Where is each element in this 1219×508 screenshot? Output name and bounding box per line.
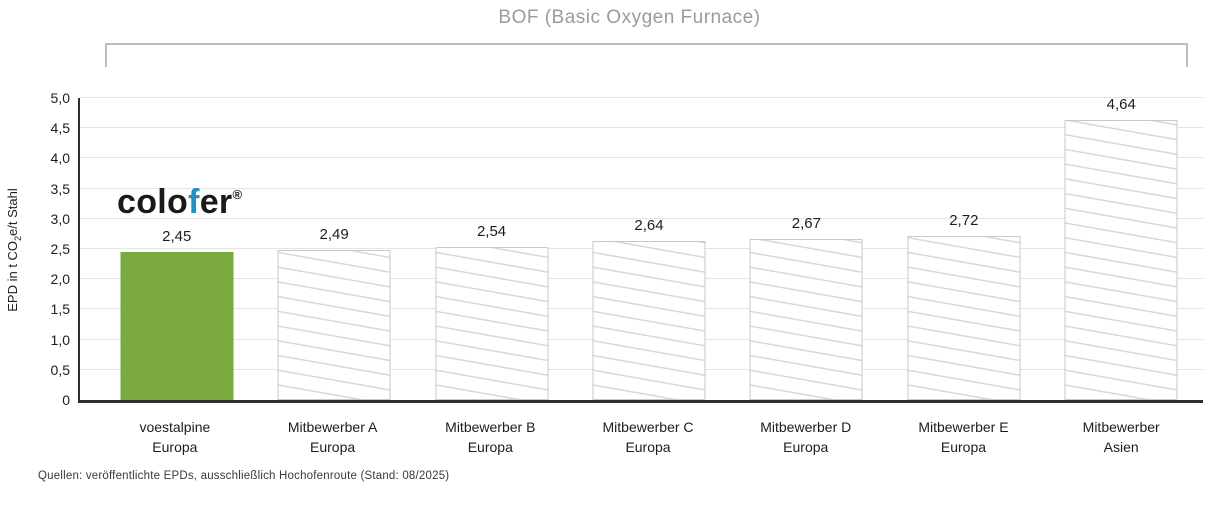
y-tick-label: 4,5 (50, 120, 70, 137)
y-tick-label: 3,0 (50, 210, 70, 227)
bar-value-label: 2,64 (634, 216, 664, 234)
y-axis-ticks: 0 0,5 1,0 1,5 2,0 2,5 3,0 3,5 4,0 4,5 5,0 (0, 90, 70, 408)
chart-title: BOF (Basic Oxygen Furnace) (498, 7, 761, 28)
bar-value-label: 2,72 (949, 211, 979, 229)
bar-0 (120, 252, 234, 400)
x-category-label-line: Mitbewerber (1082, 419, 1160, 435)
bar-slot: 2,64 (570, 98, 727, 400)
bar-4 (749, 238, 863, 400)
gridline (80, 97, 1203, 98)
logo-accent-letter: f (188, 183, 200, 221)
y-tick-label: 2,0 (50, 271, 70, 288)
logo-text: colo (117, 183, 189, 221)
x-category-label-line: Asien (1103, 439, 1139, 455)
bars-row: 2,45 2,49 2,54 2,64 2,67 2,72 4,64 (98, 96, 1200, 400)
x-category-label: Mitbewerber D Europa (727, 417, 885, 457)
registered-mark-icon: ® (232, 187, 243, 202)
x-category-label-line: Europa (625, 439, 671, 455)
bar-value-label: 2,54 (476, 222, 507, 240)
x-category-label-line: Mitbewerber A (287, 419, 378, 435)
bar-slot: 2,72 (885, 98, 1042, 400)
y-tick-label: 1,5 (50, 301, 70, 318)
x-labels-row: voestalpine Europa Mitbewerber A Europa Mitb… (96, 417, 1200, 457)
bar-3 (592, 240, 706, 400)
bar-slot: 4,64 (1043, 96, 1200, 400)
bar-value-label: 2,67 (791, 214, 821, 232)
bar-5 (907, 235, 1021, 400)
x-category-label-line: Europa (152, 439, 198, 455)
y-tick-label: 0 (62, 392, 70, 408)
y-tick-label: 0,5 (50, 361, 70, 378)
gridline (80, 157, 1203, 159)
bar-slot: 2,49 (255, 98, 412, 400)
gridline (80, 187, 1203, 189)
logo-text-2: er (199, 183, 233, 221)
bar-slot: 2,67 (728, 98, 885, 400)
bar-1 (277, 249, 391, 400)
gridline (80, 217, 1203, 219)
x-category-label-line: Europa (783, 439, 829, 455)
y-tick-label: 2,5 (50, 241, 70, 257)
bar-slot: 2,54 (413, 98, 570, 400)
bar-value-label: 4,64 (1106, 95, 1136, 113)
bar-value-label: 2,45 (162, 228, 192, 246)
x-category-label-line: Europa (940, 439, 987, 455)
x-category-label: Mitbewerber E Europa (885, 417, 1043, 457)
bar-2 (435, 246, 549, 400)
x-category-label-line: voestalpine (139, 419, 211, 435)
y-tick-label: 3,5 (50, 180, 70, 197)
bar-value-label: 2,49 (319, 225, 349, 243)
bar-6 (1064, 119, 1178, 400)
y-tick-label: 1,0 (50, 331, 70, 348)
x-category-label: Mitbewerber Asien (1042, 417, 1200, 457)
x-category-label-line: Mitbewerber C (602, 419, 694, 435)
x-category-label: Mitbewerber B Europa (411, 417, 569, 457)
plot-area: 2,45 2,49 2,54 2,64 2,67 2,72 4,64 (78, 96, 1203, 403)
y-tick-label: 5,0 (50, 90, 70, 106)
x-category-label: voestalpine Europa (96, 417, 254, 457)
x-category-label: Mitbewerber A Europa (254, 417, 412, 457)
group-bracket (105, 43, 1188, 67)
x-category-label-line: Mitbewerber E (918, 419, 1009, 435)
x-category-label-line: Mitbewerber D (760, 419, 852, 435)
gridline (80, 127, 1203, 129)
x-category-label-line: Mitbewerber B (445, 419, 536, 435)
source-note: Quellen: veröffentlichte EPDs, ausschlie… (38, 470, 450, 482)
x-category-label: Mitbewerber C Europa (569, 417, 727, 457)
y-tick-label: 4,0 (50, 150, 70, 167)
colofer-logo: colofer® (117, 183, 242, 222)
x-category-label-line: Europa (310, 439, 356, 455)
x-category-label-line: Europa (467, 439, 513, 455)
bar-slot: 2,45 (98, 98, 255, 400)
